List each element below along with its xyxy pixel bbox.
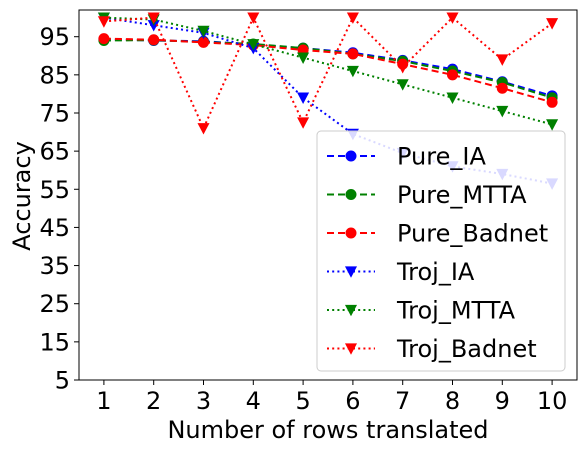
y-tick-label: 25: [39, 290, 70, 318]
series-line: [103, 37, 553, 104]
series-troj-mtta: [97, 12, 559, 131]
data-point: [98, 33, 110, 45]
data-point: [446, 12, 459, 24]
data-point: [496, 82, 508, 94]
data-point: [447, 69, 458, 81]
legend-label: Troj_MTTA: [396, 297, 516, 325]
x-tick-label: 3: [196, 387, 211, 415]
y-tick-label: 85: [39, 61, 70, 89]
legend-entry: Pure_IA: [327, 143, 486, 171]
data-point: [347, 48, 359, 60]
data-point: [147, 12, 160, 24]
data-point: [396, 62, 409, 74]
series-line: [103, 16, 553, 126]
data-point: [297, 117, 310, 129]
data-point: [396, 79, 409, 91]
y-tick-label: 45: [39, 214, 70, 242]
data-point: [247, 12, 260, 24]
x-tick-label: 9: [495, 387, 510, 415]
y-tick-label: 15: [39, 328, 70, 356]
data-point: [346, 65, 359, 78]
legend-marker: [344, 343, 358, 355]
legend-marker: [345, 189, 357, 200]
x-tick-label: 7: [395, 387, 410, 415]
data-point: [148, 34, 160, 46]
y-tick-label: 5: [55, 367, 70, 395]
x-tick-label: 10: [537, 387, 568, 415]
x-tick-label: 4: [246, 387, 261, 415]
legend-entry: Pure_MTTA: [327, 181, 527, 209]
legend: Pure_IA Pure_MTTA Pure_Badnet Troj_IA Troj_M…: [316, 130, 566, 372]
y-tick-label: 35: [39, 252, 70, 280]
legend-marker: [345, 227, 357, 239]
data-point: [297, 92, 310, 105]
legend-box: [316, 130, 566, 372]
data-point: [346, 12, 359, 24]
series-layer: [97, 12, 559, 190]
data-point: [446, 92, 459, 105]
legend-marker: [345, 150, 357, 162]
y-tick-label: 75: [39, 99, 70, 127]
legend-label: Pure_Badnet: [397, 220, 548, 248]
data-point: [247, 39, 260, 51]
legend-label: Pure_IA: [397, 143, 486, 171]
x-tick-label: 5: [295, 387, 310, 415]
legend-marker: [344, 266, 358, 278]
data-point: [546, 96, 558, 108]
data-point: [97, 16, 110, 28]
data-point: [197, 25, 210, 38]
data-point: [496, 105, 509, 118]
series-troj-badnet: [97, 12, 559, 135]
x-axis-label: Number of rows translated: [167, 416, 488, 444]
x-tick-label: 1: [96, 387, 111, 415]
plot-frame: [78, 9, 578, 381]
y-axis-label: Accuracy: [8, 141, 36, 251]
data-point: [546, 119, 559, 131]
x-tick-label: 6: [345, 387, 360, 415]
data-point: [496, 54, 509, 66]
legend-entry: Troj_IA: [327, 258, 475, 286]
legend-label: Troj_Badnet: [396, 335, 537, 363]
data-point: [297, 52, 310, 64]
y-tick-label: 55: [39, 176, 70, 204]
series-line: [103, 15, 553, 131]
y-tick-label: 95: [39, 23, 70, 51]
legend-entry: Troj_Badnet: [327, 335, 537, 363]
x-tick-label: 8: [445, 387, 460, 415]
legend-marker: [344, 304, 358, 317]
data-point: [546, 18, 559, 30]
legend-entry: Pure_Badnet: [327, 220, 548, 248]
x-tick-label: 2: [146, 387, 161, 415]
data-point: [197, 123, 210, 135]
legend-label: Pure_MTTA: [397, 181, 527, 209]
legend-label: Troj_IA: [396, 258, 475, 286]
y-tick-label: 65: [39, 138, 70, 166]
legend-entry: Troj_MTTA: [327, 297, 516, 325]
